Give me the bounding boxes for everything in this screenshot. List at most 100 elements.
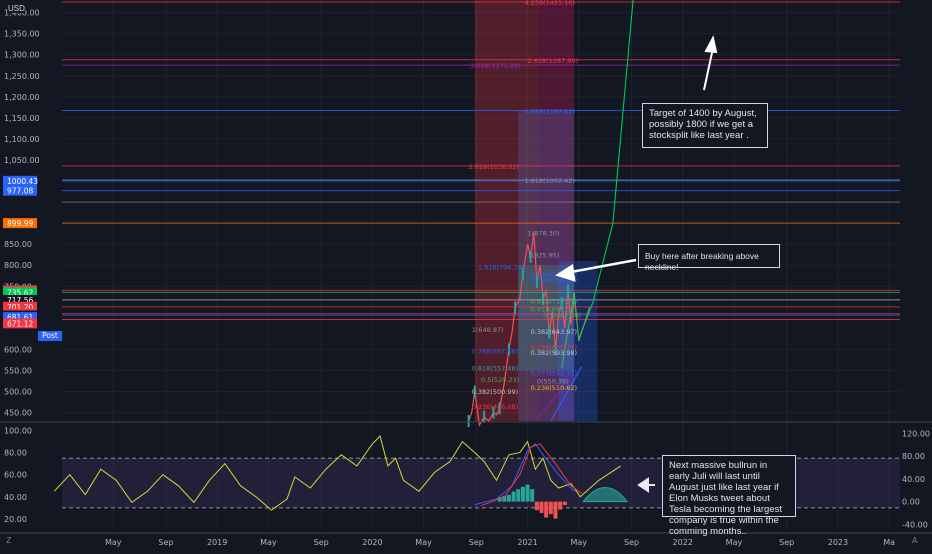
currency-label: USD	[8, 4, 25, 13]
price-tag	[3, 175, 37, 186]
fib-label: 0.786(778.97)	[531, 271, 577, 279]
osc-right-tick: 40.00	[902, 475, 925, 484]
price-tick: 1,150.00	[4, 114, 40, 123]
oscillator-series	[53, 435, 621, 511]
histogram-bar	[516, 489, 521, 502]
fib-label: 0.618(697.32)	[531, 305, 577, 313]
osc-left-tick: 60.00	[4, 471, 27, 480]
time-tick: Sep	[779, 538, 794, 547]
time-tick: Sep	[469, 538, 484, 547]
fib-zone	[518, 265, 575, 371]
fib-label: 2.618(1036.02)	[469, 163, 520, 171]
fib-zone	[558, 261, 598, 421]
price-candle	[473, 385, 476, 398]
fib-label: 0.5(529.23)	[481, 376, 519, 384]
fib-label: 3.618(1275.29)	[470, 62, 521, 70]
histogram-bar	[548, 501, 553, 515]
time-tick: 2021	[517, 538, 537, 547]
time-axis-icon-right[interactable]: A	[912, 536, 918, 545]
annotation-bullrun[interactable]: Next massive bullrun in early Juli will …	[662, 455, 796, 537]
arrow-left-small-icon	[637, 477, 655, 493]
time-tick: 2020	[362, 538, 382, 547]
price-candle	[566, 284, 569, 297]
osc-left-tick: 100.00	[4, 427, 32, 436]
projection-path	[561, 292, 591, 369]
histogram-bar	[539, 501, 544, 513]
histogram-bar	[544, 501, 549, 518]
price-tag-label: 717.56	[7, 296, 33, 305]
projection-path	[550, 366, 583, 422]
price-tick: 1,250.00	[4, 72, 40, 81]
time-tick: May	[726, 538, 743, 547]
price-tag	[3, 185, 37, 196]
price-tick: 1,400.00	[4, 9, 40, 18]
fib-zone	[474, 0, 539, 421]
fib-label: 1.618(796.74)	[478, 264, 524, 272]
price-candle	[535, 276, 538, 289]
histogram-bar	[502, 495, 507, 502]
price-candle	[483, 410, 486, 423]
annotation-bullrun-text: Next massive bullrun in early Juli will …	[669, 460, 783, 537]
histogram-bar	[562, 501, 567, 506]
time-tick: May	[260, 538, 277, 547]
price-tick: 500.00	[4, 388, 32, 397]
price-tick: 600.00	[4, 345, 32, 354]
time-tick: May	[570, 538, 587, 547]
time-tick: Sep	[314, 538, 329, 547]
histogram-bar	[558, 501, 563, 510]
histogram-bar	[553, 501, 558, 519]
time-axis-icon-left[interactable]: Z	[6, 536, 12, 545]
price-tag-label: 681.61	[7, 313, 33, 322]
price-tag-label: 977.08	[7, 187, 33, 196]
time-tick: Sep	[624, 538, 639, 547]
price-tick: 850.00	[4, 240, 32, 249]
time-tick: Sep	[158, 538, 173, 547]
price-candle	[521, 267, 524, 280]
fib-label: 2.618(1287.99)	[528, 57, 579, 65]
price-tick: 450.00	[4, 409, 32, 418]
fib-label: 0.777(544.73)	[531, 370, 577, 378]
annotation-target-text: Target of 1400 by August, possibly 1800 …	[649, 108, 757, 141]
osc-right-tick: -40.00	[902, 520, 928, 529]
osc-left-tick: 80.00	[4, 449, 27, 458]
fib-label: 0.382(643.97)	[531, 328, 577, 336]
price-tag-label: 899.99	[7, 219, 33, 228]
annotation-buy-text: Buy here after breaking above neckline!	[645, 251, 759, 272]
fib-label: 0.236(466.08)	[472, 403, 518, 411]
annotation-buy[interactable]: Buy here after breaking above neckline!	[638, 244, 780, 272]
price-candle	[560, 297, 563, 310]
price-tag	[3, 218, 37, 229]
arrow-left-icon	[555, 258, 637, 282]
price-candle	[529, 250, 532, 263]
price-tag-label: 671.12	[7, 319, 33, 328]
fib-zone	[518, 110, 575, 422]
histogram-bar	[520, 486, 525, 502]
price-tag	[3, 301, 37, 312]
price-tick: 1,050.00	[4, 156, 40, 165]
price-candle	[492, 406, 495, 419]
time-tick: 2022	[673, 538, 693, 547]
fib-label: 1(648.87)	[472, 326, 504, 334]
fib-label: 0.618(716.57)	[531, 297, 577, 305]
osc-right-tick: 120.00	[902, 430, 930, 439]
price-candle	[548, 326, 551, 339]
price-candle	[573, 292, 576, 305]
time-tick: 2023	[828, 538, 848, 547]
fib-label: 0(550.38)	[537, 378, 569, 386]
histogram-bar	[497, 497, 502, 502]
price-tick: 1,200.00	[4, 93, 40, 102]
price-tag-label: 735.62	[7, 288, 33, 297]
fib-label: 0.786(597.66)	[472, 347, 518, 355]
histogram-bar	[506, 494, 511, 502]
price-tick: 1,300.00	[4, 51, 40, 60]
price-candle	[514, 301, 517, 314]
fib-label: 0.236(606.77)	[531, 344, 577, 352]
fib-label: 0.618(557.46)	[472, 364, 518, 372]
price-candle	[498, 402, 501, 415]
annotation-target[interactable]: Target of 1400 by August, possibly 1800 …	[642, 103, 768, 148]
price-tag	[3, 318, 37, 329]
osc-right-tick: 80.00	[902, 452, 925, 461]
price-tick: 550.00	[4, 366, 32, 375]
price-tag	[3, 287, 37, 298]
